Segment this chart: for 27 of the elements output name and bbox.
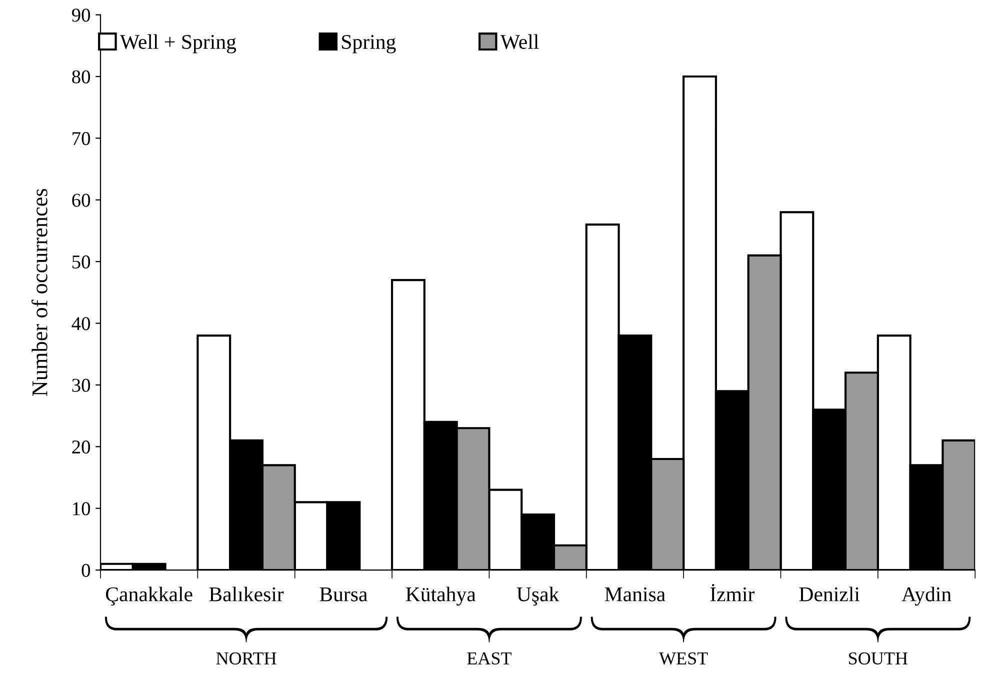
legend-label: Spring [342,34,396,54]
y-tick-label: 80 [72,70,90,84]
y-tick-label: 30 [72,378,90,392]
y-tick-label: 20 [72,440,90,454]
y-tick-label: 70 [72,132,90,146]
y-tick-label: 10 [73,502,90,516]
x-tick-label: Çanakkale [106,586,192,606]
y-tick-label: 40 [72,317,90,330]
text: WEST [659,652,708,665]
text: NORTH [216,652,276,664]
x-tick-label: Uşak [516,586,560,606]
y-axis-title: Number of occurrences [32,188,48,396]
text: SOUTH [849,652,908,664]
y-tick-label: 60 [72,194,90,207]
legend-label: Well + Spring [120,34,236,54]
x-tick-label: Denizli [799,586,860,602]
x-tick-label: Balıkesir [209,586,284,602]
y-tick-label: 50 [72,255,90,269]
y-tick-label: 0 [82,564,90,577]
x-tick-label: Manisa [604,587,666,602]
y-tick-label: 90 [72,8,90,22]
x-tick-label: Bursa [320,588,368,602]
legend-label: Well [500,34,539,50]
x-tick-label: Aydin [902,586,952,606]
text: EAST [467,652,512,664]
x-tick-label: İzmir [710,584,755,602]
x-tick-label: Kütahya [406,586,476,606]
